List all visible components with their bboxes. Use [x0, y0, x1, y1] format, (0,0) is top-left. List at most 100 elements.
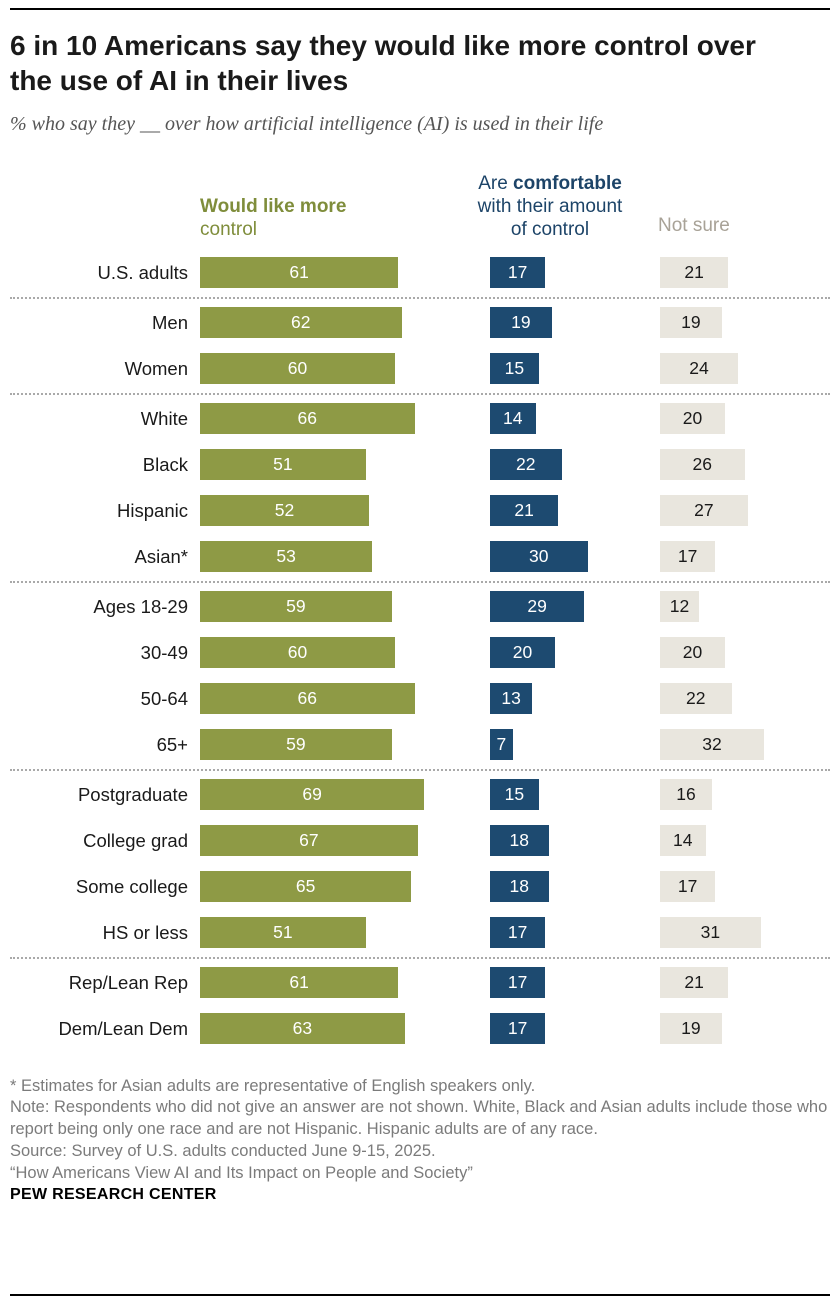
comfortable-track: 13 — [490, 683, 660, 715]
comfortable-track: 18 — [490, 871, 660, 903]
bar-value-label: 7 — [496, 734, 507, 755]
bar-would-like-more-control: 51 — [200, 449, 366, 481]
bar-value-label: 19 — [681, 312, 701, 333]
bar-comfortable: 17 — [490, 917, 546, 949]
table-row: Some college 65 18 17 — [10, 864, 830, 910]
bar-comfortable: 18 — [490, 825, 549, 857]
not-sure-track: 19 — [660, 1013, 830, 1045]
not-sure-track: 21 — [660, 967, 830, 999]
series-header-comfortable: Are comfortable with their amount of con… — [440, 172, 660, 242]
bar-value-label: 29 — [527, 596, 547, 617]
not-sure-track: 16 — [660, 779, 830, 811]
category-label: HS or less — [102, 921, 188, 943]
more-control-track: 51 — [200, 917, 490, 949]
comfortable-track: 21 — [490, 495, 660, 527]
bar-value-label: 12 — [669, 596, 690, 617]
comfortable-track: 7 — [490, 729, 660, 761]
bar-value-label: 66 — [297, 408, 317, 429]
category-label: 30-49 — [140, 641, 188, 663]
series-header-more-control-line2: control — [200, 219, 258, 241]
not-sure-track: 22 — [660, 683, 830, 715]
bar-would-like-more-control: 53 — [200, 541, 373, 573]
category-label: College grad — [83, 829, 188, 851]
bar-would-like-more-control: 61 — [200, 257, 399, 289]
series-header-more-control: Would like more control — [200, 195, 346, 241]
bar-value-label: 51 — [273, 922, 293, 943]
bar-not-sure: 16 — [660, 779, 712, 811]
bar-value-label: 21 — [684, 262, 704, 283]
not-sure-track: 32 — [660, 729, 830, 761]
table-row: Hispanic 52 21 27 — [10, 488, 830, 534]
bar-value-label: 27 — [694, 500, 714, 521]
table-row: Ages 18-29 59 29 12 — [10, 584, 830, 630]
more-control-track: 67 — [200, 825, 490, 857]
bar-not-sure: 17 — [660, 541, 716, 573]
comfortable-track: 19 — [490, 307, 660, 339]
bar-value-label: 61 — [289, 262, 309, 283]
bar-not-sure: 26 — [660, 449, 745, 481]
more-control-track: 52 — [200, 495, 490, 527]
bar-value-label: 69 — [302, 784, 322, 805]
category-label: White — [140, 407, 188, 429]
group-separator — [10, 768, 830, 771]
asterisk-note: * Estimates for Asian adults are represe… — [10, 1076, 536, 1095]
bar-value-label: 19 — [681, 1018, 701, 1039]
bar-not-sure: 21 — [660, 257, 729, 289]
bar-value-label: 59 — [286, 596, 306, 617]
series-header-not-sure: Not sure — [658, 215, 730, 237]
bar-would-like-more-control: 52 — [200, 495, 369, 527]
chart-footer: * Estimates for Asian adults are represe… — [10, 1076, 830, 1206]
bar-comfortable: 30 — [490, 541, 588, 573]
top-rule — [10, 8, 830, 10]
brand-label: PEW RESEARCH CENTER — [10, 1186, 217, 1204]
bar-value-label: 15 — [504, 784, 525, 805]
not-sure-track: 20 — [660, 403, 830, 435]
bar-not-sure: 17 — [660, 871, 716, 903]
bar-not-sure: 20 — [660, 403, 725, 435]
bar-value-label: 60 — [287, 358, 308, 379]
table-row: Men 62 19 19 — [10, 300, 830, 346]
bar-value-label: 60 — [287, 642, 308, 663]
bar-would-like-more-control: 60 — [200, 637, 395, 669]
more-control-track: 61 — [200, 257, 490, 289]
bar-comfortable: 14 — [490, 403, 536, 435]
not-sure-track: 20 — [660, 637, 830, 669]
comfortable-track: 15 — [490, 353, 660, 385]
bar-not-sure: 31 — [660, 917, 761, 949]
bar-value-label: 15 — [504, 358, 525, 379]
table-row: HS or less 51 17 31 — [10, 910, 830, 956]
more-control-track: 51 — [200, 449, 490, 481]
comfortable-track: 17 — [490, 1013, 660, 1045]
bar-value-label: 17 — [507, 1018, 528, 1039]
group-separator — [10, 956, 830, 959]
bar-value-label: 26 — [692, 454, 712, 475]
bar-would-like-more-control: 63 — [200, 1013, 405, 1045]
not-sure-track: 19 — [660, 307, 830, 339]
more-control-track: 63 — [200, 1013, 490, 1045]
not-sure-track: 17 — [660, 871, 830, 903]
category-label: Dem/Lean Dem — [58, 1017, 188, 1039]
category-label: Rep/Lean Rep — [68, 971, 188, 993]
bar-comfortable: 7 — [490, 729, 513, 761]
bar-comfortable: 17 — [490, 967, 546, 999]
comfortable-track: 15 — [490, 779, 660, 811]
table-row: 65+ 59 7 32 — [10, 722, 830, 768]
bar-comfortable: 13 — [490, 683, 533, 715]
table-row: Postgraduate 69 15 16 — [10, 772, 830, 818]
report-title: “How Americans View AI and Its Impact on… — [10, 1163, 473, 1182]
category-label: Men — [152, 311, 188, 333]
bar-value-label: 22 — [516, 454, 536, 475]
bar-value-label: 65 — [295, 876, 316, 897]
bar-not-sure: 19 — [660, 1013, 722, 1045]
bar-value-label: 21 — [514, 500, 534, 521]
bar-value-label: 52 — [274, 500, 295, 521]
table-row: Women 60 15 24 — [10, 346, 830, 392]
chart-rows: U.S. adults 61 17 21 Men 62 19 19 Women … — [10, 250, 830, 1052]
bar-would-like-more-control: 62 — [200, 307, 402, 339]
more-control-track: 62 — [200, 307, 490, 339]
bar-would-like-more-control: 66 — [200, 683, 415, 715]
bar-value-label: 31 — [700, 922, 721, 943]
bar-comfortable: 17 — [490, 1013, 546, 1045]
not-sure-track: 24 — [660, 353, 830, 385]
series-header-comfortable-line2: with their amount — [477, 196, 623, 218]
